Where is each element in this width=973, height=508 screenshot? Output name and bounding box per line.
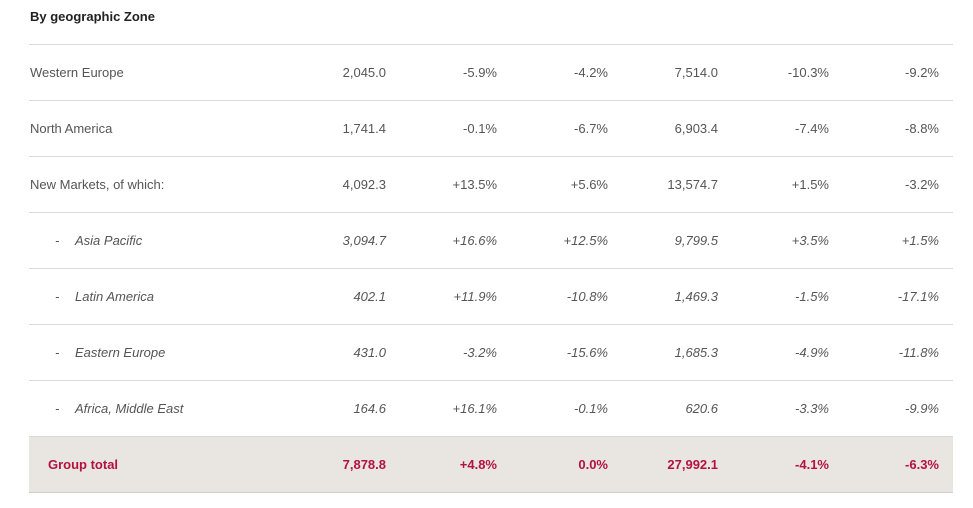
- sub-row-dash: -: [55, 401, 60, 416]
- cell-value-2: -5.9%: [463, 65, 497, 80]
- cell-value-5: -4.9%: [795, 345, 829, 360]
- geographic-zone-table: Western Europe 2,045.0 -5.9% -4.2% 7,514…: [29, 44, 953, 493]
- cell-value-1: 3,094.7: [342, 233, 386, 248]
- cell-value-5: -4.1%: [795, 457, 829, 472]
- cell-value-2: +11.9%: [453, 289, 498, 304]
- cell-value-3: 0.0%: [578, 457, 608, 472]
- cell-value-6: -9.9%: [905, 401, 939, 416]
- cell-value-3: -10.8%: [566, 289, 608, 304]
- sub-row-dash: -: [55, 345, 60, 360]
- cell-value-1: 4,092.3: [342, 177, 386, 192]
- cell-value-2: -0.1%: [463, 121, 497, 136]
- cell-value-3: +5.6%: [570, 177, 608, 192]
- table-row-north-america: North America 1,741.4 -0.1% -6.7% 6,903.…: [29, 101, 953, 157]
- cell-value-4: 1,685.3: [674, 345, 718, 360]
- cell-value-1: 402.1: [353, 289, 386, 304]
- row-label: Western Europe: [30, 65, 124, 80]
- table-row-latin-america: - Latin America 402.1 +11.9% -10.8% 1,46…: [29, 269, 953, 325]
- sub-row-dash: -: [55, 233, 60, 248]
- sub-row-dash: -: [55, 289, 60, 304]
- cell-value-3: -15.6%: [566, 345, 608, 360]
- cell-value-6: -8.8%: [905, 121, 939, 136]
- section-title: By geographic Zone: [30, 9, 155, 24]
- row-label: Group total: [48, 457, 119, 472]
- cell-value-1: 2,045.0: [342, 65, 386, 80]
- cell-value-3: -4.2%: [574, 65, 608, 80]
- cell-value-5: -1.5%: [795, 289, 829, 304]
- table-row-eastern-europe: - Eastern Europe 431.0 -3.2% -15.6% 1,68…: [29, 325, 953, 381]
- cell-value-5: +1.5%: [791, 177, 829, 192]
- row-label: Latin America: [75, 289, 154, 304]
- row-label: North America: [30, 121, 113, 136]
- cell-value-4: 27,992.1: [667, 457, 718, 472]
- cell-value-2: -3.2%: [463, 345, 497, 360]
- row-label: New Markets, of which:: [30, 177, 165, 192]
- table-row-western-europe: Western Europe 2,045.0 -5.9% -4.2% 7,514…: [29, 45, 953, 101]
- cell-value-1: 1,741.4: [342, 121, 386, 136]
- cell-value-4: 9,799.5: [674, 233, 718, 248]
- cell-value-4: 7,514.0: [674, 65, 718, 80]
- table-row-africa-middle-east: - Africa, Middle East 164.6 +16.1% -0.1%…: [29, 381, 953, 437]
- cell-value-6: -6.3%: [905, 457, 939, 472]
- table-row-group-total: Group total 7,878.8 +4.8% 0.0% 27,992.1 …: [29, 437, 953, 493]
- cell-value-3: -6.7%: [574, 121, 608, 136]
- cell-value-4: 6,903.4: [674, 121, 718, 136]
- cell-value-6: +1.5%: [901, 233, 939, 248]
- cell-value-4: 13,574.7: [667, 177, 718, 192]
- cell-value-3: -0.1%: [574, 401, 608, 416]
- cell-value-1: 431.0: [353, 345, 386, 360]
- row-label: Asia Pacific: [75, 233, 143, 248]
- cell-value-2: +4.8%: [459, 457, 497, 472]
- cell-value-5: -3.3%: [795, 401, 829, 416]
- cell-value-6: -11.8%: [898, 345, 939, 360]
- cell-value-4: 1,469.3: [674, 289, 718, 304]
- table-row-asia-pacific: - Asia Pacific 3,094.7 +16.6% +12.5% 9,7…: [29, 213, 953, 269]
- row-label: Africa, Middle East: [75, 401, 184, 416]
- cell-value-5: +3.5%: [791, 233, 829, 248]
- cell-value-4: 620.6: [685, 401, 718, 416]
- cell-value-2: +16.6%: [452, 233, 497, 248]
- row-label: Eastern Europe: [75, 345, 166, 360]
- cell-value-3: +12.5%: [563, 233, 608, 248]
- cell-value-5: -7.4%: [795, 121, 829, 136]
- cell-value-2: +16.1%: [452, 401, 497, 416]
- cell-value-5: -10.3%: [787, 65, 829, 80]
- table-row-new-markets: New Markets, of which: 4,092.3 +13.5% +5…: [29, 157, 953, 213]
- cell-value-6: -3.2%: [905, 177, 939, 192]
- cell-value-2: +13.5%: [452, 177, 497, 192]
- cell-value-1: 7,878.8: [342, 457, 386, 472]
- cell-value-1: 164.6: [353, 401, 386, 416]
- cell-value-6: -9.2%: [905, 65, 939, 80]
- cell-value-6: -17.1%: [897, 289, 939, 304]
